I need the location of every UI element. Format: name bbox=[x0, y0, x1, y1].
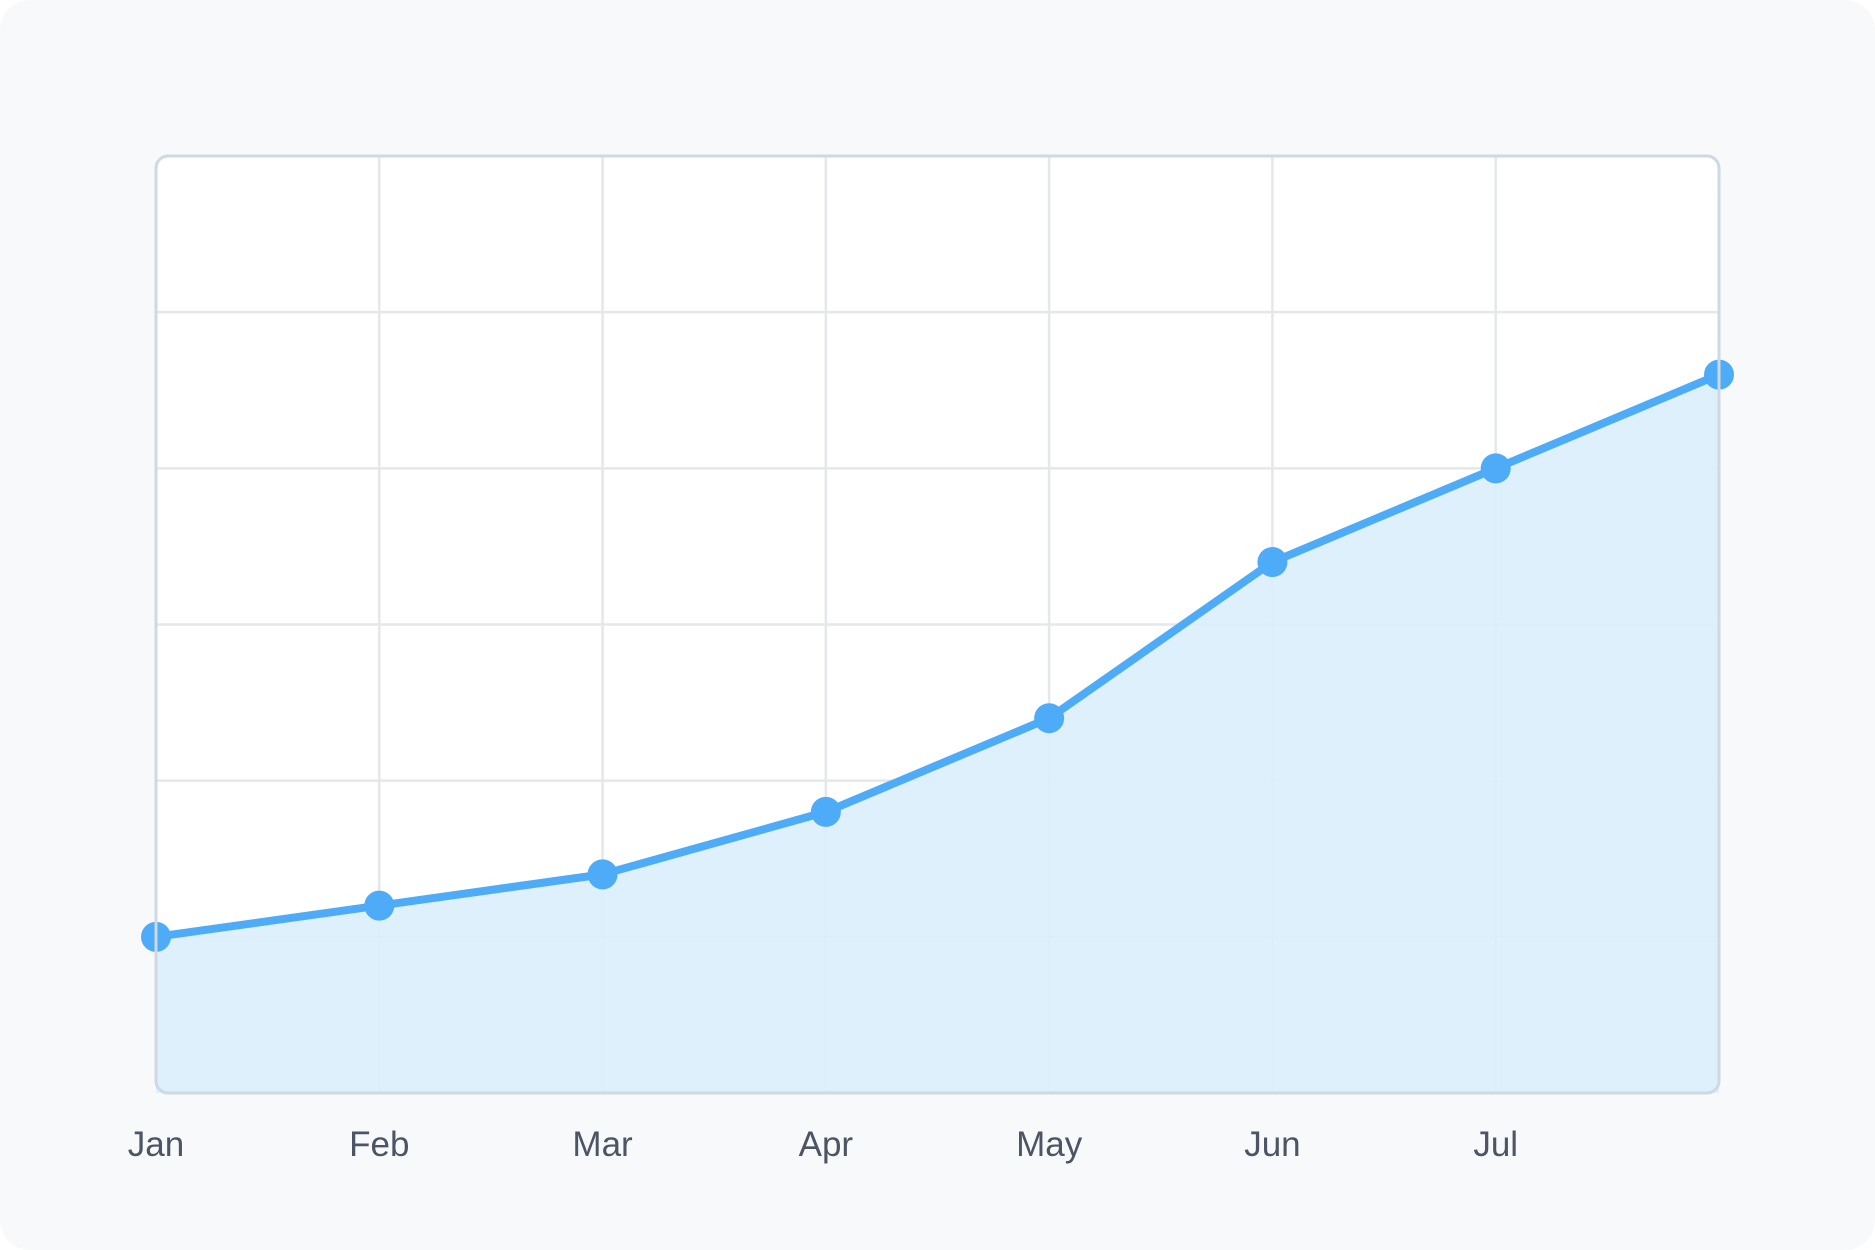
x-tick-label: May bbox=[1016, 1125, 1083, 1164]
x-tick-label: Jul bbox=[1473, 1125, 1518, 1164]
data-point bbox=[1034, 703, 1064, 733]
data-point bbox=[1481, 453, 1511, 483]
x-tick-label: Feb bbox=[349, 1125, 409, 1164]
x-tick-label: Jun bbox=[1244, 1125, 1300, 1164]
x-tick-label: Apr bbox=[799, 1125, 854, 1164]
x-tick-label: Mar bbox=[572, 1125, 633, 1164]
data-point bbox=[811, 797, 841, 827]
x-tick-labels: Jan Feb Mar Apr May Jun Jul bbox=[128, 1125, 1518, 1164]
data-point bbox=[1257, 547, 1287, 577]
x-tick-label: Jan bbox=[128, 1125, 184, 1164]
data-point bbox=[364, 891, 394, 921]
data-point bbox=[588, 859, 618, 889]
